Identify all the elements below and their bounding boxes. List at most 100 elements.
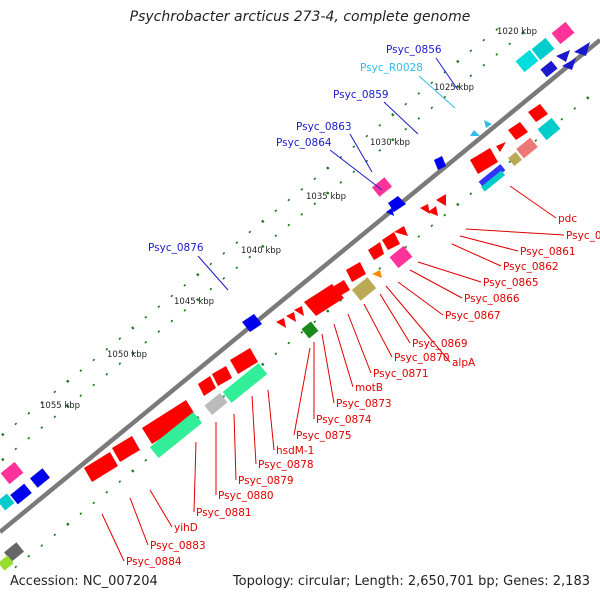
tick-mark [287,198,291,202]
gene-label: Psyc_0879 [238,475,294,487]
gene-label: Psyc_0874 [316,414,372,426]
gene-label: Psyc_0870 [394,352,450,364]
gene-label: Psyc_0861 [520,246,576,258]
gene-label: Psyc_0862 [503,261,559,273]
rna-feature [484,120,492,128]
tick-mark [40,426,44,429]
gene-label: pdc [558,213,577,225]
tick-mark [131,469,135,473]
tick-mark [14,447,18,451]
rna-feature [470,130,480,136]
tick-mark [27,554,31,558]
gene-label: Psyc_0878 [258,459,314,471]
tick-mark [378,149,382,152]
label-leader-line [233,413,237,481]
gene-feature [434,156,446,170]
tick-mark [443,213,447,217]
tick-mark [508,160,512,164]
map-title: Psychrobacter arcticus 273-4, complete g… [129,9,471,25]
gene-feature [10,483,32,505]
gene-label: Psyc_0876 [148,242,204,254]
label-leader-line [459,235,519,252]
tick-mark [105,347,109,351]
tick-mark [469,192,473,196]
tick-mark [274,352,278,356]
tick-mark [300,213,304,216]
gene-feature [540,60,558,78]
gene-label: Psyc_0866 [464,293,520,305]
tick-mark [131,326,135,330]
tick-mark [222,394,226,398]
label-leader-line [435,57,459,91]
tick-mark [495,28,499,31]
label-leader-line [251,395,257,465]
label-leader-line [333,323,354,388]
kbp-label: 1020 kbp [497,27,537,37]
tick-mark [469,74,473,78]
gene-label: Psyc_0867 [445,310,501,322]
label-leader-line [409,269,463,299]
tick-mark [521,31,525,35]
tick-mark [261,219,265,224]
gene-label: motB [355,382,383,394]
gene-feature [531,37,555,61]
tick-mark [170,294,174,298]
tick-mark [105,490,109,494]
tick-mark [27,411,31,415]
tick-mark [1,457,5,462]
tick-mark [235,241,239,245]
tick-mark [300,331,304,334]
tick-mark [1,432,5,437]
tick-mark [352,145,356,149]
tick-mark [261,362,265,367]
tick-mark [196,297,200,302]
tick-mark [391,113,395,117]
tick-mark [586,96,590,100]
label-leader-line [379,293,411,344]
label-leader-line [293,347,311,436]
gene-label: hsdM-1 [276,445,314,457]
genome-backbone [0,38,600,534]
tick-mark [40,401,44,404]
tick-mark [79,394,83,397]
tick-mark [79,512,83,515]
label-leader-line [267,389,275,451]
tick-mark [287,223,291,227]
gene-feature [388,196,406,212]
gene-label: yihD [174,522,198,534]
tick-mark [430,224,434,228]
tick-mark [404,245,408,249]
tick-mark [53,533,57,537]
accession-text: Accession: NC_007204 [10,574,158,589]
tick-mark [183,308,187,312]
gene-label: Psyc_R0028 [360,62,423,74]
kbp-label: 1035 kbp [306,192,346,202]
gene-feature [574,42,590,56]
tick-mark [144,458,148,462]
tick-mark [27,436,31,440]
tick-mark [92,383,96,387]
tick-mark [482,63,486,67]
label-leader-line [347,313,372,374]
tick-mark [404,127,408,131]
tick-mark [560,117,564,121]
tick-mark [248,255,252,259]
label-leader-line [101,513,125,562]
kbp-label: 1045 kbp [174,297,214,307]
tick-mark [248,230,252,234]
gene-label: Psyc_0875 [296,430,352,442]
gene-label: Psyc_0859 [333,89,389,101]
tick-mark [105,372,109,376]
tick-mark [404,102,408,106]
gene-label: Psyc_0883 [150,540,206,552]
tick-mark [469,49,473,53]
tick-mark [261,244,265,249]
label-leader-line [397,281,444,316]
label-leader-line [129,497,149,546]
kbp-label: 1055 kbp [40,401,80,411]
tick-mark [118,362,122,365]
label-leader-line [383,101,419,135]
label-leader-line [451,243,502,267]
label-leader-line [465,228,565,236]
